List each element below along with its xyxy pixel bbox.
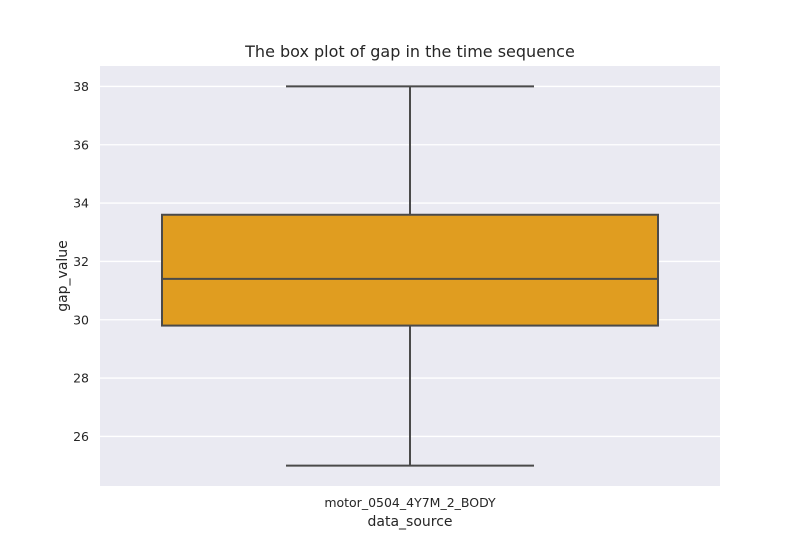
chart-title: The box plot of gap in the time sequence	[244, 42, 575, 61]
y-tick-labels: 26 28 30 32 34 36 38	[73, 79, 89, 444]
y-tick-label: 38	[73, 79, 89, 94]
x-tick-labels: motor_0504_4Y7M_2_BODY	[324, 495, 496, 510]
y-axis-label: gap_value	[55, 240, 71, 312]
y-tick-label: 28	[73, 371, 89, 386]
box-iqr	[161, 213, 659, 327]
y-tick-label: 36	[73, 137, 89, 152]
y-tick-label: 34	[73, 196, 89, 211]
y-tick-label: 32	[73, 254, 89, 269]
y-tick-label: 26	[73, 429, 89, 444]
x-axis-label: data_source	[367, 514, 452, 530]
y-tick-label: 30	[73, 312, 89, 327]
x-tick-label: motor_0504_4Y7M_2_BODY	[324, 495, 496, 510]
box-layer	[161, 85, 659, 467]
